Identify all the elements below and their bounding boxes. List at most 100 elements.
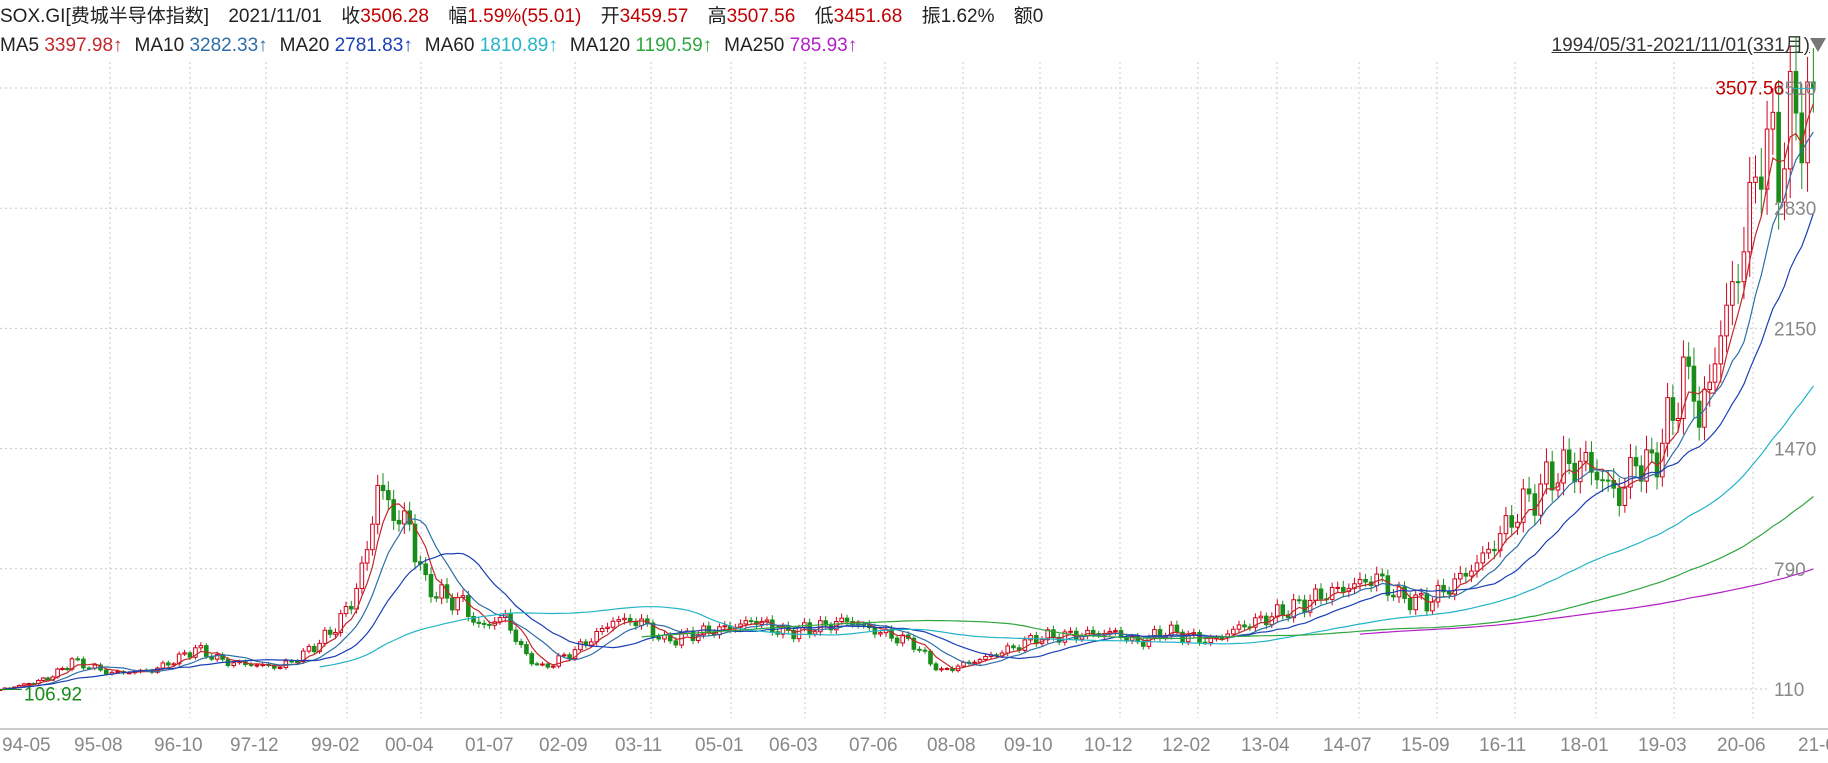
- candle: [471, 615, 476, 623]
- candle: [322, 629, 328, 644]
- candle: [911, 637, 917, 650]
- candle: [818, 620, 823, 633]
- candle: [171, 663, 177, 666]
- date-range-selector[interactable]: 1994/05/31-2021/11/01(331月): [1551, 35, 1810, 56]
- candle: [513, 629, 519, 642]
- x-tick-label: 10-12: [1084, 735, 1133, 756]
- candle: [198, 645, 204, 649]
- candle: [894, 637, 900, 644]
- high-field: 高3507.56: [707, 6, 796, 27]
- candle: [1605, 479, 1611, 482]
- candle: [343, 606, 349, 615]
- candle: [599, 627, 605, 633]
- x-tick-label: 02-09: [539, 735, 588, 756]
- candle: [780, 625, 786, 635]
- candle: [616, 619, 622, 622]
- candle: [1649, 449, 1655, 454]
- candle: [540, 663, 545, 666]
- ma-value: 2781.83↑: [334, 35, 413, 56]
- candle: [1675, 417, 1681, 421]
- candle: [796, 627, 802, 640]
- x-tick-label: 01-07: [465, 735, 514, 756]
- candle: [277, 667, 283, 670]
- candle: [972, 661, 977, 664]
- candle: [1457, 572, 1463, 580]
- candle: [1503, 515, 1509, 535]
- candle: [214, 654, 220, 660]
- candle: [465, 595, 471, 617]
- candle: [115, 670, 121, 673]
- candle: [1045, 629, 1051, 641]
- candle: [928, 650, 933, 665]
- moving-average-bar: MA5 3397.98↑ MA10 3282.33↑ MA20 2781.83↑ MA…: [0, 33, 869, 59]
- ma-line-ma60: [319, 385, 1814, 668]
- ma-label: MA5: [0, 35, 45, 56]
- candle: [1718, 335, 1724, 365]
- candle: [1357, 578, 1363, 585]
- ma-value: 1810.89↑: [479, 35, 558, 56]
- candle: [561, 654, 567, 657]
- ma-value: 3397.98↑: [44, 35, 123, 56]
- candle: [1594, 471, 1600, 481]
- x-tick-label: 21-08: [1798, 735, 1828, 756]
- candle: [1492, 548, 1497, 552]
- candle: [1712, 363, 1718, 383]
- candle: [423, 563, 428, 576]
- candle: [176, 653, 182, 665]
- x-tick-label: 09-10: [1004, 735, 1053, 756]
- candle: [306, 645, 312, 652]
- candle: [1628, 457, 1633, 488]
- candle: [1413, 594, 1419, 611]
- ma-label: MA120: [569, 35, 636, 56]
- x-tick-label: 20-06: [1717, 735, 1766, 756]
- symbol-name[interactable]: SOX.GI[费城半导体指数]: [0, 6, 210, 27]
- dropdown-arrow-icon[interactable]: [1810, 38, 1826, 52]
- candle: [450, 597, 455, 611]
- x-tick-label: 08-08: [927, 735, 976, 756]
- candle: [338, 613, 344, 633]
- candle: [1486, 548, 1491, 554]
- candle: [933, 663, 939, 671]
- candle: [1452, 578, 1458, 595]
- y-tick-label: 110: [1774, 680, 1804, 701]
- ma-item-ma250: MA250 785.93↑: [724, 35, 857, 56]
- candle: [844, 617, 850, 623]
- x-axis: 94-05 95-08 96-10 97-12 99-02 00-04 01-07 02-09…: [0, 728, 1828, 756]
- candle: [1681, 356, 1686, 419]
- candle: [1583, 452, 1589, 462]
- ma-line-ma250: [1359, 568, 1814, 635]
- candle: [1407, 597, 1413, 611]
- candle: [348, 606, 354, 610]
- candle: [1622, 486, 1628, 506]
- candle: [605, 626, 610, 629]
- candle: [412, 523, 418, 563]
- candle: [1776, 111, 1781, 203]
- candle: [1280, 604, 1286, 616]
- candle: [391, 499, 396, 521]
- candle: [375, 484, 381, 525]
- candle: [487, 623, 492, 626]
- candle: [64, 667, 70, 670]
- x-tick-label: 15-09: [1401, 735, 1450, 756]
- candle: [481, 622, 487, 625]
- chart-annotations: 3507.56 106.92: [0, 78, 1814, 706]
- candle: [529, 653, 535, 665]
- candle: [380, 484, 386, 492]
- amplitude-value: 1.62%: [940, 6, 995, 27]
- candle: [103, 669, 109, 675]
- candle: [1474, 562, 1480, 572]
- candle: [327, 629, 333, 635]
- x-tick-label: 03-11: [615, 735, 662, 756]
- ma-item-ma5: MA5 3397.98↑: [0, 35, 123, 56]
- candle: [1532, 493, 1538, 516]
- y-tick-label: 1470: [1774, 440, 1816, 461]
- candle: [1363, 578, 1368, 583]
- quote-info-bar: SOX.GI[费城半导体指数] 2021/11/01 收3506.28 幅1.5…: [0, 4, 1057, 30]
- candle: [1129, 636, 1135, 641]
- candle: [1219, 637, 1225, 640]
- candle: [1787, 70, 1793, 170]
- candle: [534, 663, 540, 666]
- candle: [1753, 176, 1758, 183]
- ma-line-ma5: [4, 103, 1814, 690]
